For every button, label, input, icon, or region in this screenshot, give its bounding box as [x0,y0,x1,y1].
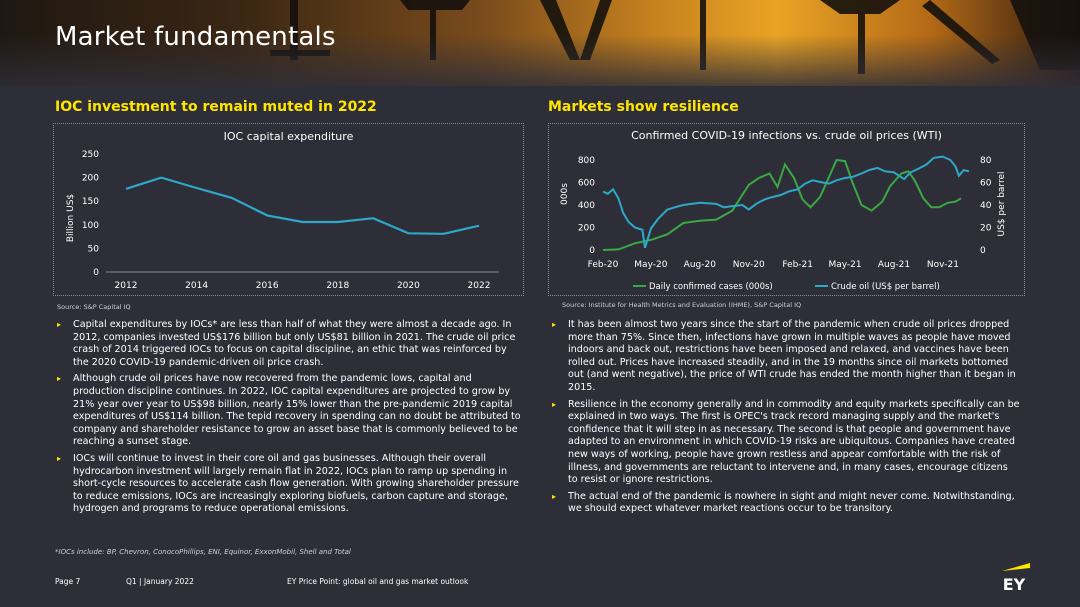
left-bullet-list: ▸ Capital expenditures by IOCs* are less … [55,319,525,520]
covid-left-y-tick-label: 0 [589,246,595,256]
capex-chart-title: IOC capital expenditure [223,130,354,143]
bullet-marker-icon: ▸ [552,399,557,409]
left-bullet-text: Although crude oil prices have now recov… [73,373,521,448]
covid-x-tick-label: Aug-20 [684,260,717,270]
right-section-heading: Markets show resilience [548,99,739,115]
capex-x-tick-label: 2012 [115,281,138,291]
header-banner: Market fundamentals [0,0,1080,86]
capex-x-tick-label: 2018 [326,281,349,291]
covid-oil-chart-panel: Confirmed COVID-19 infections vs. crude … [548,123,1025,296]
right-bullet-text: The actual end of the pandemic is nowher… [568,490,1015,515]
capex-x-tick-label: 2016 [256,281,279,291]
covid-right-y-tick-label: 60 [980,179,992,189]
capex-x-tick-label: 2014 [185,281,208,291]
covid-oil-chart-title: Confirmed COVID-19 infections vs. crude … [631,129,942,142]
right-bullet-item: ▸ Resilience in the economy generally and… [550,399,1020,487]
capex-y-tick-label: 150 [82,197,99,207]
left-bullet-item: ▸ IOCs will continue to invest in their c… [55,453,525,516]
covid-oil-line-chart: 0 200 400 600 800 0 20 40 60 80 Feb-20 May-20 Aug-… [560,155,1007,292]
covid-right-y-tick-label: 20 [980,224,992,234]
covid-left-y-tick-label: 600 [578,179,595,189]
right-bullet-item: ▸ The actual end of the pandemic is nowhe… [550,491,1020,516]
capex-y-axis-label: Billion US$ [66,194,76,242]
capex-series-line [125,176,480,235]
covid-left-y-tick-label: 400 [578,201,595,211]
bullet-marker-icon: ▸ [552,491,557,501]
right-bullet-text: It has been almost two years since the s… [568,319,1016,393]
capex-chart-panel: IOC capital expenditure 0 50 100 150 200 250 … [53,123,524,296]
capex-line-chart: 0 50 100 150 200 250 2012 2014 2016 2018 2020 2022… [66,150,499,291]
capex-y-tick-label: 250 [82,150,99,160]
covid-right-axis-label: US$ per barrel [997,171,1007,236]
ey-logo-text: EY [1003,575,1026,594]
footer-page-number: Page 7 [55,577,81,586]
capex-x-tick-label: 2022 [468,281,491,291]
oil-series-line [602,155,970,249]
right-source: Source: Institute for Health Metrics and… [562,301,802,309]
covid-x-tick-label: May-21 [828,260,861,270]
left-section-heading: IOC investment to remain muted in 2022 [55,99,377,115]
covid-left-y-tick-label: 200 [578,224,595,234]
footnote: *IOCs include: BP, Chevron, ConocoPhilli… [55,548,351,556]
left-source: Source: S&P Capital IQ [57,303,131,311]
left-bullet-text: IOCs will continue to invest in their co… [73,452,519,515]
ey-logo-beam [1002,563,1030,571]
covid-right-y-tick-label: 40 [980,201,992,211]
covid-left-y-tick-label: 800 [578,156,595,166]
capex-y-tick-label: 50 [88,244,100,254]
bullet-marker-icon: ▸ [57,374,62,384]
capex-y-tick-label: 100 [82,221,99,231]
legend-oil-label: Crude oil (US$ per barrel) [831,282,940,292]
left-bullet-item: ▸ Capital expenditures by IOCs* are less … [55,319,525,369]
covid-x-tick-label: Feb-20 [588,260,619,270]
right-bullet-text: Resilience in the economy generally and … [568,398,1020,486]
capex-x-tick-label: 2020 [397,281,420,291]
left-bullet-text: Capital expenditures by IOCs* are less t… [73,319,516,368]
covid-left-axis-label: 000s [560,183,570,205]
legend-cases-label: Daily confirmed cases (000s) [649,282,773,292]
covid-x-tick-label: Feb-21 [782,260,813,270]
banner-shade [0,0,1080,86]
covid-right-y-tick-label: 0 [980,246,986,256]
bullet-marker-icon: ▸ [552,320,557,329]
ey-logo: EY [1002,563,1030,594]
capex-y-tick-label: 200 [82,174,99,184]
bullet-marker-icon: ▸ [57,320,62,329]
left-bullet-item: ▸ Although crude oil prices have now reco… [55,373,525,449]
right-bullet-item: ▸ It has been almost two years since the … [550,319,1020,395]
cases-series-line [602,158,962,251]
footer-date: Q1 | January 2022 [126,577,194,586]
capex-y-tick-label: 0 [93,268,99,278]
covid-x-tick-label: May-20 [634,260,667,270]
bullet-marker-icon: ▸ [57,453,62,463]
covid-x-tick-label: Nov-21 [927,260,959,270]
covid-x-tick-label: Nov-20 [733,260,765,270]
covid-right-y-tick-label: 80 [980,156,992,166]
footer-publication: EY Price Point: global oil and gas marke… [287,577,469,586]
covid-x-tick-label: Aug-21 [878,260,910,270]
right-bullet-list: ▸ It has been almost two years since the … [550,319,1020,520]
page-title: Market fundamentals [55,22,336,52]
